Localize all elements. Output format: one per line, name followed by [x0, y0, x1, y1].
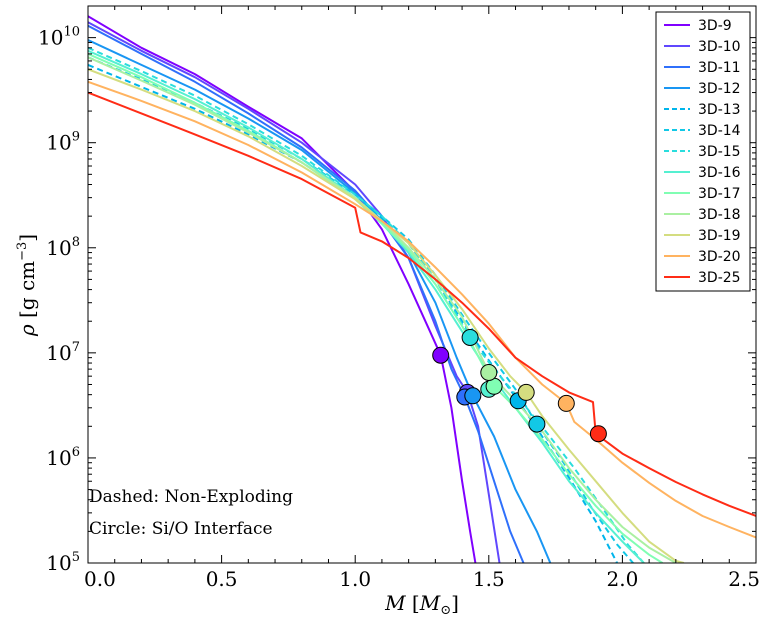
series-line-3d-25: [88, 91, 756, 517]
series-line-3d-20: [88, 80, 756, 539]
series-line-3d-12: [88, 39, 552, 563]
x-axis-label: M [M⊙]: [384, 591, 459, 618]
x-tick-label: 2.0: [606, 567, 638, 591]
legend-label-3d-25: 3D-25: [698, 270, 741, 286]
x-tick-label: 1.5: [473, 567, 505, 591]
y-tick-label: 107: [46, 340, 80, 365]
legend-label-3d-12: 3D-12: [698, 81, 741, 97]
legend-label-3d-16: 3D-16: [698, 165, 741, 181]
series-layer: [88, 15, 756, 563]
tick-layer: 0.0 0.5 1.0 1.5 2.0 2.5 105 106 107 108 109 1010: [38, 5, 760, 591]
interface-marker-3d-15: [461, 329, 479, 346]
interface-marker-3d-14: [528, 415, 546, 433]
legend-label-3d-11: 3D-11: [698, 60, 741, 76]
y-tick-label: 1010: [38, 25, 80, 50]
legend-label-3d-20: 3D-20: [698, 249, 741, 265]
interface-marker-3d-12: [464, 387, 482, 405]
x-tick-label: 0.0: [84, 567, 116, 591]
interface-marker-3d-19: [517, 383, 535, 401]
legend-label-3d-18: 3D-18: [698, 207, 741, 223]
series-line-3d-9: [88, 15, 477, 563]
x-tick-label: 0.5: [206, 567, 238, 591]
legend-label-3d-9: 3D-9: [698, 18, 732, 34]
legend-label-3d-15: 3D-15: [698, 144, 741, 160]
annotation-non-exploding: Dashed: Non-Exploding: [89, 487, 293, 507]
interface-marker-3d-25: [589, 425, 607, 443]
interface-marker-layer: [432, 329, 607, 443]
plot-frame: [87, 5, 757, 564]
y-tick-label: 108: [46, 235, 80, 260]
legend-box: [655, 11, 751, 292]
x-tick-label: 2.5: [728, 567, 760, 591]
series-line-3d-18: [88, 56, 677, 563]
y-tick-label: 109: [46, 130, 80, 155]
series-line-3d-19: [88, 68, 685, 563]
y-axis-label: ρ [g cm−3]: [15, 234, 39, 337]
y-tick-label: 105: [46, 550, 80, 575]
series-line-3d-17: [88, 52, 664, 563]
interface-marker-3d-20: [557, 394, 575, 412]
legend: 3D-9 3D-10 3D-11 3D-12 3D-13 3D-14 3D-15 3D-16 3…: [655, 11, 751, 292]
y-tick-label: 106: [46, 445, 80, 470]
legend-label-3d-14: 3D-14: [698, 123, 741, 139]
interface-marker-3d-9: [432, 346, 450, 364]
legend-label-3d-10: 3D-10: [698, 39, 741, 55]
interface-marker-3d-18: [480, 364, 498, 381]
x-tick-label: 1.0: [339, 567, 371, 591]
legend-label-3d-13: 3D-13: [698, 102, 741, 118]
series-line-3d-16: [88, 49, 645, 563]
legend-label-3d-19: 3D-19: [698, 228, 741, 244]
annotation-si-o-interface: Circle: Si/O Interface: [89, 519, 273, 539]
legend-label-3d-17: 3D-17: [698, 186, 741, 202]
